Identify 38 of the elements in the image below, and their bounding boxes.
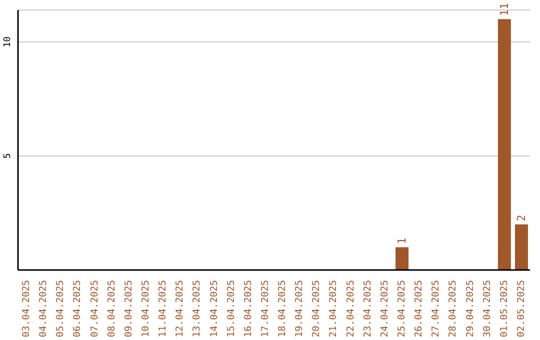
x-tick-label: 19.04.2025: [294, 280, 306, 338]
x-tick-label: 14.04.2025: [208, 280, 220, 338]
x-tick-label: 15.04.2025: [226, 280, 237, 338]
x-tick-label: 21.04.2025: [328, 280, 340, 338]
x-tick-label: 23.04.2025: [362, 280, 374, 338]
x-tick-label: 06.04.2025: [72, 280, 84, 338]
data-label: 1: [396, 238, 409, 244]
x-tick-label: 02.05.2025: [516, 280, 527, 338]
x-tick-label: 05.04.2025: [55, 280, 66, 338]
x-tick-label: 04.04.2025: [38, 280, 50, 338]
bar: [498, 19, 511, 270]
x-tick-label: 08.04.2025: [106, 280, 118, 338]
x-tick-label: 13.04.2025: [192, 280, 203, 338]
bar: [396, 247, 409, 270]
x-tick-label: 16.04.2025: [242, 280, 254, 338]
bar: [514, 224, 528, 270]
x-tick-label: 03.04.2025: [21, 280, 32, 338]
x-tick-label: 24.04.2025: [379, 280, 390, 338]
x-tick-label: 29.04.2025: [464, 280, 476, 338]
x-tick-label: 17.04.2025: [260, 280, 271, 338]
x-tick-label: 09.04.2025: [123, 280, 134, 338]
y-tick-label: 10: [3, 36, 13, 48]
x-tick-label: 25.04.2025: [396, 280, 408, 338]
x-tick-label: 01.05.2025: [498, 280, 510, 338]
x-tick-label: 28.04.2025: [448, 280, 459, 338]
data-label: 2: [514, 214, 528, 222]
x-tick-label: 18.04.2025: [277, 280, 288, 338]
x-tick-label: 22.04.2025: [345, 280, 356, 338]
x-tick-label: 10.04.2025: [140, 280, 152, 338]
x-tick-label: 20.04.2025: [311, 280, 322, 338]
y-tick-label: 5: [3, 153, 13, 159]
x-tick-label: 11.04.2025: [158, 280, 169, 338]
x-tick-label: 27.04.2025: [430, 280, 442, 338]
x-tick-label: 30.04.2025: [482, 280, 493, 338]
x-tick-label: 12.04.2025: [174, 280, 186, 338]
data-label: 11: [498, 2, 511, 16]
x-tick-label: 07.04.2025: [89, 280, 100, 338]
x-tick-label: 26.04.2025: [414, 280, 425, 338]
